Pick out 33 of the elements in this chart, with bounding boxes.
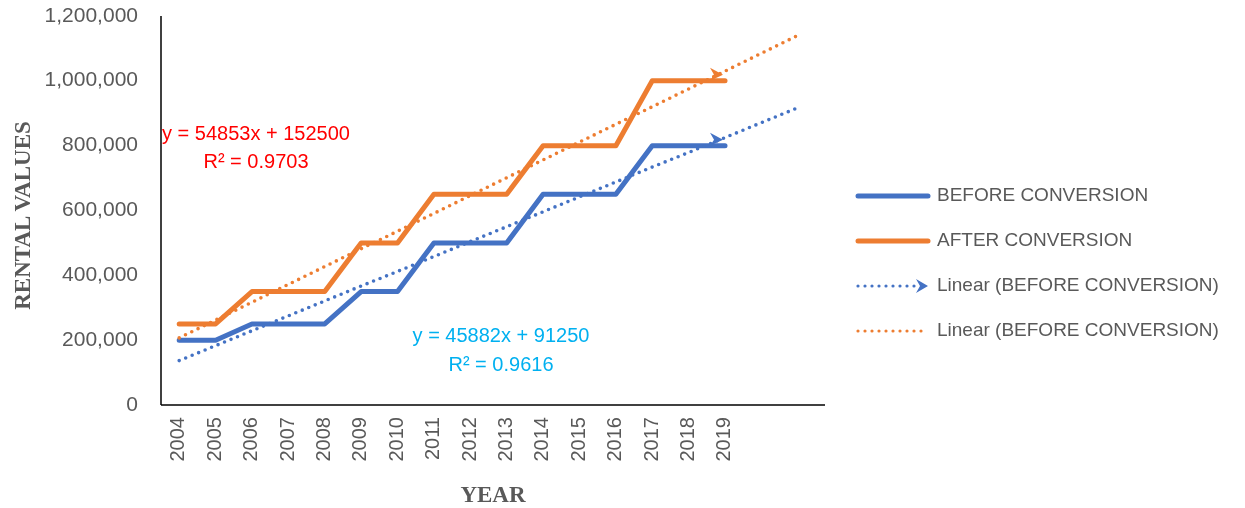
x-tick-label: 2004 <box>166 417 189 462</box>
legend-label: BEFORE CONVERSION <box>937 184 1149 206</box>
annotation: y = 54853x + 152500 <box>162 122 350 144</box>
y-tick-label: 1,000,000 <box>44 67 138 91</box>
annotation: R² = 0.9616 <box>448 353 554 375</box>
legend-label: Linear (BEFORE CONVERSION) <box>937 319 1219 341</box>
annotation: R² = 0.9703 <box>203 150 309 172</box>
x-tick-label: 2017 <box>639 417 662 462</box>
x-tick-label: 2013 <box>493 417 516 462</box>
x-tick-label: 2008 <box>312 417 335 462</box>
x-tick-label: 2019 <box>712 417 735 462</box>
x-tick-label: 2010 <box>384 417 407 462</box>
x-tick-label: 2005 <box>202 417 225 462</box>
y-tick-label: 600,000 <box>62 197 138 221</box>
x-tick-label: 2015 <box>566 417 589 462</box>
y-tick-label: 400,000 <box>62 261 138 285</box>
x-tick-label: 2018 <box>675 417 698 462</box>
x-tick-label: 2006 <box>239 417 262 462</box>
y-tick-label: 200,000 <box>62 326 138 350</box>
x-tick-label: 2009 <box>348 417 371 462</box>
y-tick-label: 1,200,000 <box>44 2 138 26</box>
x-tick-label: 2014 <box>530 417 553 462</box>
x-tick-label: 2012 <box>457 417 480 462</box>
y-tick-label: 800,000 <box>62 132 138 156</box>
x-tick-label: 2007 <box>275 417 298 462</box>
x-tick-label: 2011 <box>421 417 444 461</box>
y-tick-label: 0 <box>126 391 138 415</box>
legend-label: Linear (BEFORE CONVERSION) <box>937 274 1219 296</box>
x-axis-title: YEAR <box>460 482 526 507</box>
x-tick-label: 2016 <box>603 417 626 462</box>
y-axis-title: RENTAL VALUES <box>10 121 35 310</box>
annotation: y = 45882x + 91250 <box>412 324 590 346</box>
legend-label: AFTER CONVERSION <box>937 229 1133 251</box>
